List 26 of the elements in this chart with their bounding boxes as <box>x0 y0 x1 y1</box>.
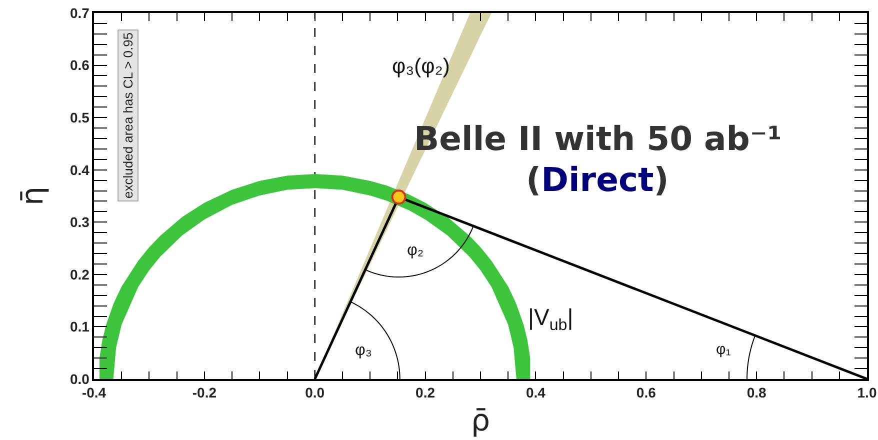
y-axis-title: η̄ <box>15 186 50 206</box>
text: (Direct) <box>526 160 669 199</box>
y-tick-label: 0.2 <box>70 266 90 282</box>
y-tick-label: 0.1 <box>70 318 90 335</box>
annotation: φ₃ <box>355 342 372 359</box>
x-tick-label: -0.4 <box>82 384 106 401</box>
x-tick-label: -0.2 <box>192 384 217 401</box>
annotation: φ₁ <box>716 341 731 358</box>
annotation: excluded area has CL > 0.95 <box>120 32 136 198</box>
y-tick-label: 0.0 <box>70 370 90 387</box>
annotation: φ₃(φ₂) <box>392 55 450 78</box>
y-tick-label: 0.7 <box>70 4 90 21</box>
x-tick-label: 0.8 <box>746 384 767 401</box>
y-tick-label: 0.3 <box>70 214 90 230</box>
annotation: φ₂ <box>407 242 424 259</box>
y-tick-label: 0.6 <box>70 57 90 74</box>
x-tick-label: 1.0 <box>857 384 877 401</box>
y-tick-label: 0.4 <box>70 162 90 178</box>
text: Belle II with 50 ab⁻¹ <box>414 119 782 158</box>
x-tick-label: 0.4 <box>526 384 546 401</box>
x-tick-label: 0.0 <box>305 384 325 401</box>
annotation: |V$_{ub}$| <box>528 304 574 334</box>
y-tick-label: 0.5 <box>70 109 90 126</box>
x-tick-label: 0.2 <box>416 384 436 401</box>
x-axis-title: ρ̄ <box>470 404 490 439</box>
x-tick-label: 0.6 <box>636 384 656 401</box>
